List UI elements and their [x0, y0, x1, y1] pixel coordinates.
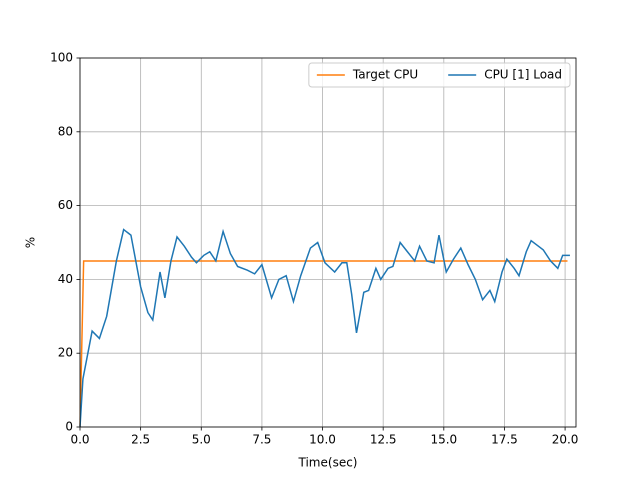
x-tick-label: 17.5: [491, 433, 518, 447]
plot-frame: [79, 57, 577, 428]
legend-label: CPU [1] Load: [484, 68, 562, 82]
y-tick-label: 100: [50, 51, 73, 65]
x-tick-label: 7.5: [252, 433, 271, 447]
legend-label: Target CPU: [352, 68, 418, 82]
y-axis-label: %: [24, 237, 38, 248]
y-tick-label: 20: [58, 346, 73, 360]
x-tick-label: 12.5: [370, 433, 397, 447]
legend-item: CPU [1] Load: [448, 68, 562, 82]
x-tick-label: 5.0: [192, 433, 211, 447]
legend-item: Target CPU: [316, 68, 418, 82]
x-tick-label: 2.5: [131, 433, 150, 447]
y-tick-label: 0: [65, 420, 73, 434]
y-tick-label: 80: [58, 124, 73, 138]
x-tick-label: 20.0: [552, 433, 579, 447]
y-tick-label: 60: [58, 198, 73, 212]
y-tick-label: 40: [58, 272, 73, 286]
x-tick-label: 10.0: [309, 433, 336, 447]
legend: Target CPU CPU [1] Load: [308, 62, 571, 88]
x-tick-label: 0.0: [70, 433, 89, 447]
data-line: [79, 260, 568, 428]
data-line: [79, 228, 570, 428]
legend-box: [308, 62, 571, 88]
x-tick-label: 15.0: [430, 433, 457, 447]
x-axis-label: Time(sec): [298, 456, 358, 470]
